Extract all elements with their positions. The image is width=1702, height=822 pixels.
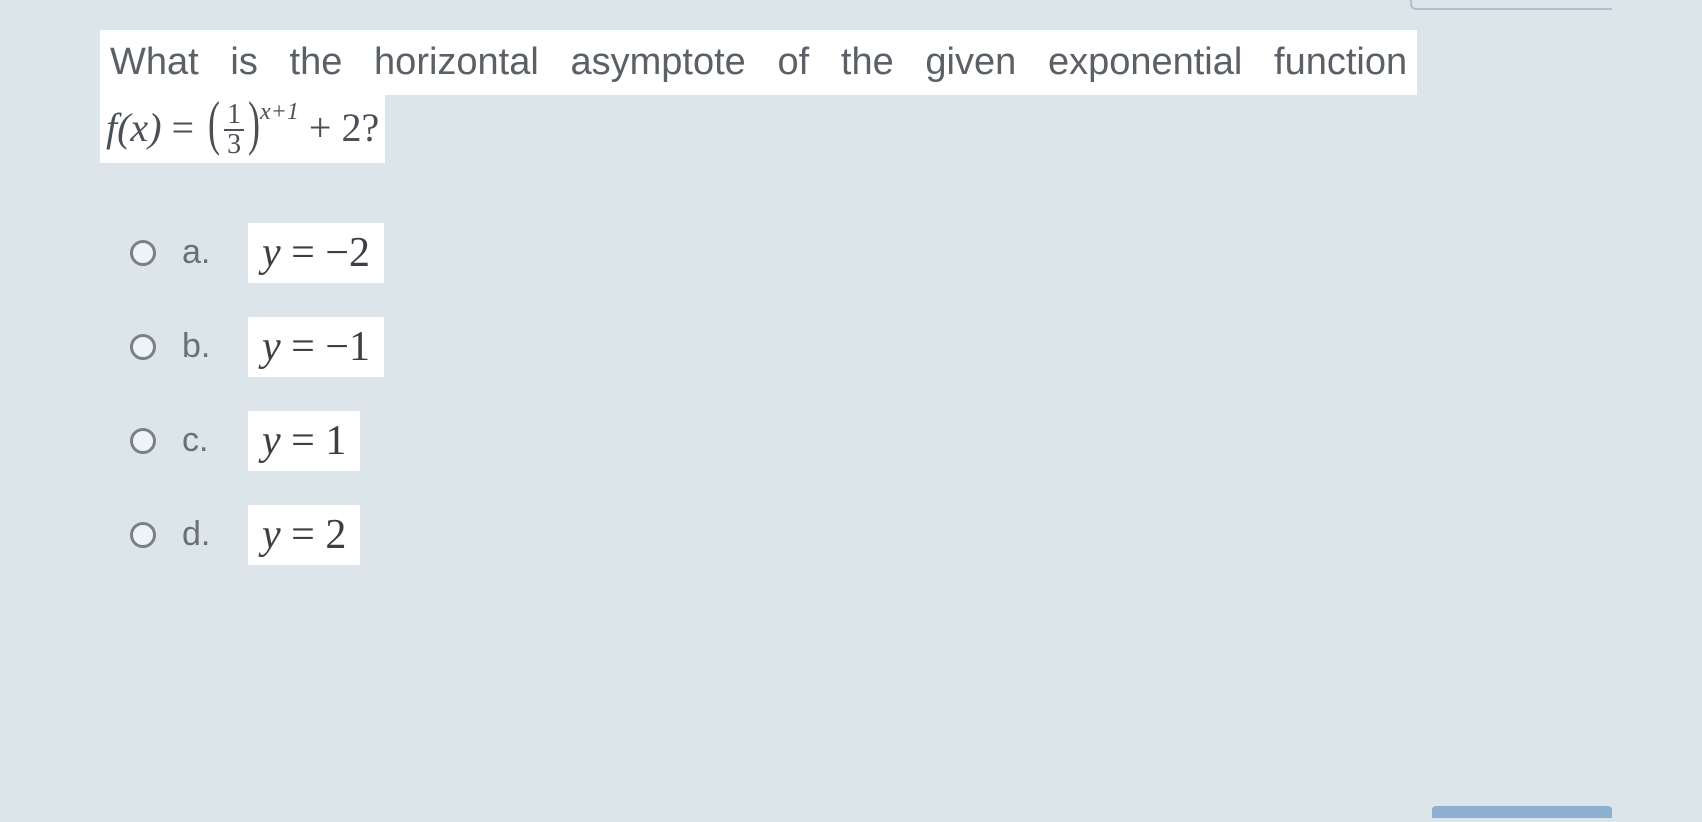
option-formula: y = −2 (248, 223, 384, 283)
option-formula: y = 2 (248, 505, 360, 565)
formula-equals: = (172, 105, 195, 150)
question-formula: f(x) = (13)x+1 + 2? (100, 95, 1652, 163)
option-formula: y = −1 (248, 317, 384, 377)
question-word: horizontal (374, 34, 539, 91)
option-formula: y = 1 (248, 411, 360, 471)
question-word: asymptote (571, 34, 746, 91)
option-c[interactable]: c. y = 1 (130, 411, 1652, 471)
option-letter: d. (182, 515, 222, 554)
formula-lparen: ( (208, 99, 220, 147)
question-word: the (290, 34, 343, 91)
option-a[interactable]: a. y = −2 (130, 223, 1652, 283)
option-eq: = (281, 418, 326, 464)
answer-options: a. y = −2 b. y = −1 c. y = 1 d. y = 2 (130, 223, 1652, 565)
option-rhs: −2 (325, 230, 370, 276)
option-var: y (262, 230, 281, 276)
formula-rparen: ) (248, 99, 260, 147)
question-prompt: What is the horizontal asymptote of the … (100, 30, 1417, 95)
decorative-top-fragment (1410, 0, 1612, 10)
radio-icon[interactable] (130, 334, 156, 360)
option-var: y (262, 324, 281, 370)
question-word: given (925, 34, 1016, 91)
decorative-bottom-accent (1432, 806, 1612, 818)
formula-numerator: 1 (224, 101, 244, 131)
radio-icon[interactable] (130, 428, 156, 454)
formula-content: f(x) = (13)x+1 + 2? (100, 95, 385, 163)
option-eq: = (281, 324, 326, 370)
option-eq: = (281, 230, 326, 276)
formula-fraction: 13 (224, 101, 244, 159)
quiz-question-page: What is the horizontal asymptote of the … (0, 0, 1702, 822)
option-letter: a. (182, 233, 222, 272)
option-letter: b. (182, 327, 222, 366)
question-word: What (110, 34, 199, 91)
option-var: y (262, 512, 281, 558)
option-rhs: −1 (325, 324, 370, 370)
formula-denominator: 3 (224, 131, 244, 159)
option-d[interactable]: d. y = 2 (130, 505, 1652, 565)
question-word: exponential (1048, 34, 1242, 91)
radio-icon[interactable] (130, 522, 156, 548)
option-rhs: 2 (325, 512, 346, 558)
option-letter: c. (182, 421, 222, 460)
option-rhs: 1 (325, 418, 346, 464)
formula-exponent: x+1 (260, 99, 299, 125)
question-word: of (778, 34, 810, 91)
question-block: What is the horizontal asymptote of the … (70, 30, 1652, 163)
radio-icon[interactable] (130, 240, 156, 266)
option-var: y (262, 418, 281, 464)
question-word: the (841, 34, 894, 91)
formula-tail: + 2? (309, 105, 379, 150)
option-b[interactable]: b. y = −1 (130, 317, 1652, 377)
question-word: is (230, 34, 257, 91)
option-eq: = (281, 512, 326, 558)
formula-lhs: f(x) (106, 105, 162, 150)
question-word: function (1274, 34, 1407, 91)
